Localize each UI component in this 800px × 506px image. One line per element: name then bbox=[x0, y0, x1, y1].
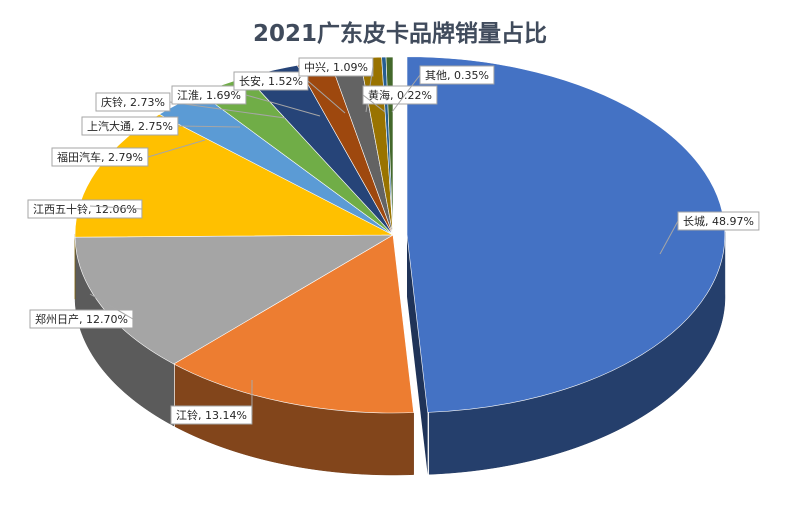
leader-line bbox=[89, 205, 142, 210]
data-label: 其他, 0.35% bbox=[391, 65, 495, 113]
leader-line bbox=[391, 74, 421, 113]
data-label: 庆铃, 2.73% bbox=[95, 92, 286, 119]
data-label-text: 其他, 0.35% bbox=[425, 69, 489, 82]
data-label: 中兴, 1.09% bbox=[298, 57, 374, 113]
data-label: 江西五十铃, 12.06% bbox=[27, 199, 143, 219]
data-label-box bbox=[81, 116, 179, 136]
data-label-text: 上汽大通, 2.75% bbox=[87, 119, 173, 133]
pie-cut-face-0-1 bbox=[406, 234, 428, 475]
pie-tops bbox=[74, 56, 726, 414]
data-label: 长城, 48.97% bbox=[659, 211, 760, 255]
data-label-text: 长城, 48.97% bbox=[683, 215, 754, 228]
data-label-text: 黄海, 0.22% bbox=[368, 88, 432, 102]
data-label-text: 郑州日产, 12.70% bbox=[35, 312, 128, 326]
data-label-box bbox=[170, 405, 253, 425]
pie-sides bbox=[74, 231, 726, 476]
data-label-text: 中兴, 1.09% bbox=[304, 61, 368, 74]
leader-line bbox=[659, 220, 679, 255]
data-label: 郑州日产, 12.70% bbox=[29, 293, 134, 329]
leader-line bbox=[169, 101, 286, 119]
leader-line bbox=[307, 80, 346, 114]
data-label: 福田汽车, 2.79% bbox=[51, 139, 206, 167]
data-label: 上汽大通, 2.75% bbox=[81, 116, 241, 136]
data-label-text: 江淮, 1.69% bbox=[177, 89, 241, 102]
data-label-box bbox=[171, 85, 247, 105]
data-label-box bbox=[233, 71, 309, 91]
data-label-text: 长安, 1.52% bbox=[239, 74, 303, 88]
data-label-box bbox=[95, 92, 171, 112]
pie-slice-江铃 bbox=[173, 234, 414, 414]
data-label-box bbox=[51, 147, 149, 167]
leader-line bbox=[177, 125, 241, 128]
pie-slice-郑州日产 bbox=[74, 234, 395, 365]
pie-labels: 长城, 48.97% 江铃, 13.14% 郑州日产, 12.70% 江西五十铃, 1… bbox=[27, 57, 760, 425]
chart-title: 2021广东皮卡品牌销量占比 bbox=[252, 21, 547, 47]
leader-line bbox=[147, 139, 206, 158]
data-label: 江铃, 13.14% bbox=[170, 379, 253, 425]
leader-line bbox=[362, 94, 386, 113]
leader-line bbox=[245, 94, 321, 117]
data-label: 长安, 1.52% bbox=[233, 71, 346, 114]
data-label-text: 庆铃, 2.73% bbox=[101, 95, 165, 109]
data-label: 江淮, 1.69% bbox=[171, 85, 321, 117]
data-label-text: 福田汽车, 2.79% bbox=[57, 150, 143, 164]
data-label-text: 江铃, 13.14% bbox=[176, 408, 247, 422]
data-label: 黄海, 0.22% bbox=[362, 85, 438, 113]
leader-line bbox=[89, 293, 134, 320]
data-label-text: 江西五十铃, 12.06% bbox=[33, 202, 137, 216]
